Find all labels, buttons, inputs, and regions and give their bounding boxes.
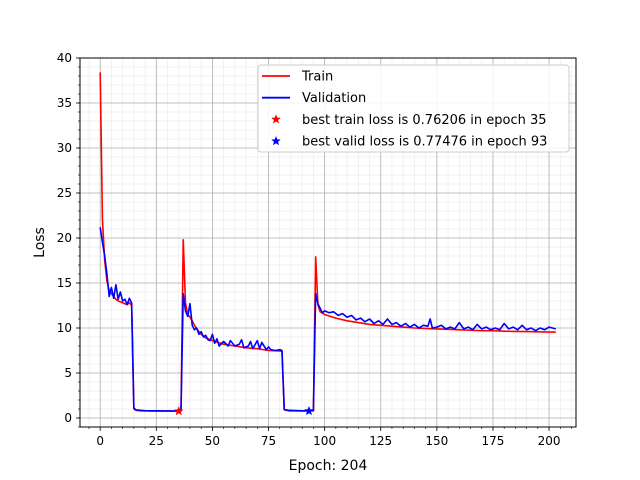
plot-frame (79, 57, 577, 428)
y-tick-label: 30 (57, 141, 72, 155)
y-tick-label: 40 (57, 51, 72, 65)
legend-label: Validation (302, 91, 366, 106)
y-tick-label: 15 (57, 276, 72, 290)
x-tick-label: 25 (149, 434, 164, 448)
y-tick-label: 10 (57, 321, 72, 335)
x-tick-label: 100 (313, 434, 336, 448)
x-tick-label: 125 (369, 434, 392, 448)
legend-swatch-star-train (271, 114, 281, 124)
x-tick-label: 200 (538, 434, 561, 448)
x-tick-label: 50 (205, 434, 220, 448)
x-tick-label: 175 (482, 434, 505, 448)
x-tick-label: 0 (96, 434, 104, 448)
x-axis-title: Epoch: 204 (289, 458, 368, 474)
best-loss-marker-valid (303, 405, 314, 416)
best-loss-marker-train (173, 405, 184, 416)
y-tick-label: 25 (57, 186, 72, 200)
legend-label: best valid loss is 0.77476 in epoch 93 (302, 135, 547, 150)
legend-box (257, 64, 570, 153)
y-tick-label: 20 (57, 231, 72, 245)
legend-label: Train (301, 70, 333, 85)
y-tick-label: 35 (57, 96, 72, 110)
legend-label: best train loss is 0.76206 in epoch 35 (302, 113, 547, 128)
legend-swatch-star-valid (271, 135, 281, 146)
x-tick-label: 150 (425, 434, 448, 448)
y-axis-title: Loss (32, 227, 48, 258)
x-tick-label: 75 (261, 434, 276, 448)
series-line-validation (99, 227, 557, 412)
y-tick-label: 5 (64, 366, 72, 380)
y-tick-label: 0 (64, 411, 72, 425)
